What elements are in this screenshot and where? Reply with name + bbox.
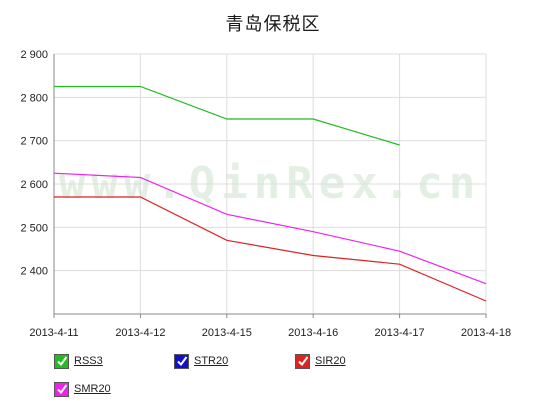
legend-label[interactable]: RSS3	[74, 355, 103, 367]
legend-item-str20[interactable]: STR20	[174, 352, 228, 370]
legend-label[interactable]: SIR20	[315, 355, 346, 367]
checkmark-icon	[56, 356, 67, 367]
legend-label[interactable]: SMR20	[74, 383, 111, 395]
checkmark-icon	[297, 356, 308, 367]
legend-checkbox[interactable]	[174, 353, 189, 369]
checkmark-icon	[176, 356, 187, 367]
legend-checkbox[interactable]	[54, 381, 69, 397]
y-tick-label: 2 600	[20, 179, 48, 191]
series-lines	[53, 85, 487, 302]
x-tick-label: 2013-4-18	[461, 327, 511, 339]
legend-item-smr20[interactable]: SMR20	[54, 380, 111, 398]
series-line-sir20	[54, 196, 487, 302]
y-tick-label: 2 700	[20, 136, 48, 148]
y-tick-labels: 2 400 2 500 2 600 2 700 2 800 2 900	[20, 49, 48, 278]
x-tick-label: 2013-4-16	[288, 327, 338, 339]
y-tick-label: 2 800	[20, 92, 48, 104]
x-tick-label: 2013-4-17	[375, 327, 425, 339]
y-tick-label: 2 900	[20, 49, 48, 61]
axes	[53, 54, 487, 318]
legend-item-sir20[interactable]: SIR20	[295, 352, 346, 370]
y-tick-label: 2 400	[20, 266, 48, 278]
x-tick-label: 2013-4-12	[115, 327, 165, 339]
legend-label[interactable]: STR20	[194, 355, 229, 367]
legend-checkbox[interactable]	[54, 353, 69, 369]
x-tick-label: 2013-4-15	[202, 327, 252, 339]
series-line-smr20	[53, 172, 487, 285]
legend-checkbox[interactable]	[295, 353, 310, 369]
series-line-rss3	[54, 85, 400, 146]
checkmark-icon	[56, 384, 67, 395]
y-tick-label: 2 500	[20, 222, 48, 234]
legend-item-rss3[interactable]: RSS3	[54, 352, 103, 370]
x-tick-labels: 2013-4-11 2013-4-12 2013-4-15 2013-4-16 2013…	[29, 327, 511, 339]
x-tick-label: 2013-4-11	[29, 327, 78, 339]
grid	[54, 53, 487, 314]
chart-title: 青岛保税区	[225, 14, 321, 35]
